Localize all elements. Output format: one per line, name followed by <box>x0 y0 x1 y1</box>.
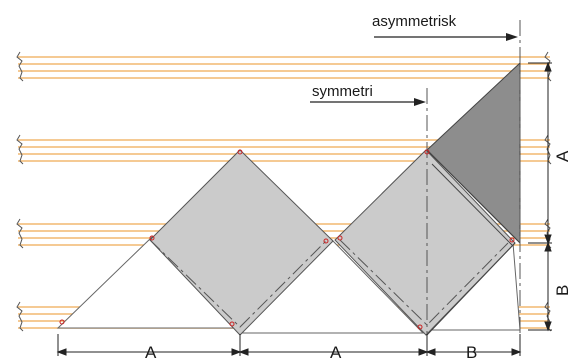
reference-lines <box>426 20 521 352</box>
dimension-a-label-2: A <box>330 343 342 360</box>
corner-marks <box>59 149 515 330</box>
side-dimension-line <box>528 61 552 332</box>
dimension-a-label-side: A <box>553 150 570 162</box>
diamond-tile-2 <box>334 149 516 336</box>
tile-2-strip <box>426 149 518 336</box>
board-row-1 <box>18 56 550 79</box>
asymmetric-arrow <box>374 33 518 41</box>
dimension-a-label-1: A <box>145 343 157 360</box>
symmetric-arrow <box>310 98 426 106</box>
dimension-b-label-side: B <box>553 285 570 296</box>
asymmetric-label: asymmetrisk <box>372 13 457 30</box>
dimension-b-label-bottom: B <box>466 343 477 360</box>
symmetric-label: symmetri <box>312 83 373 100</box>
bottom-dimension-line <box>56 334 522 356</box>
